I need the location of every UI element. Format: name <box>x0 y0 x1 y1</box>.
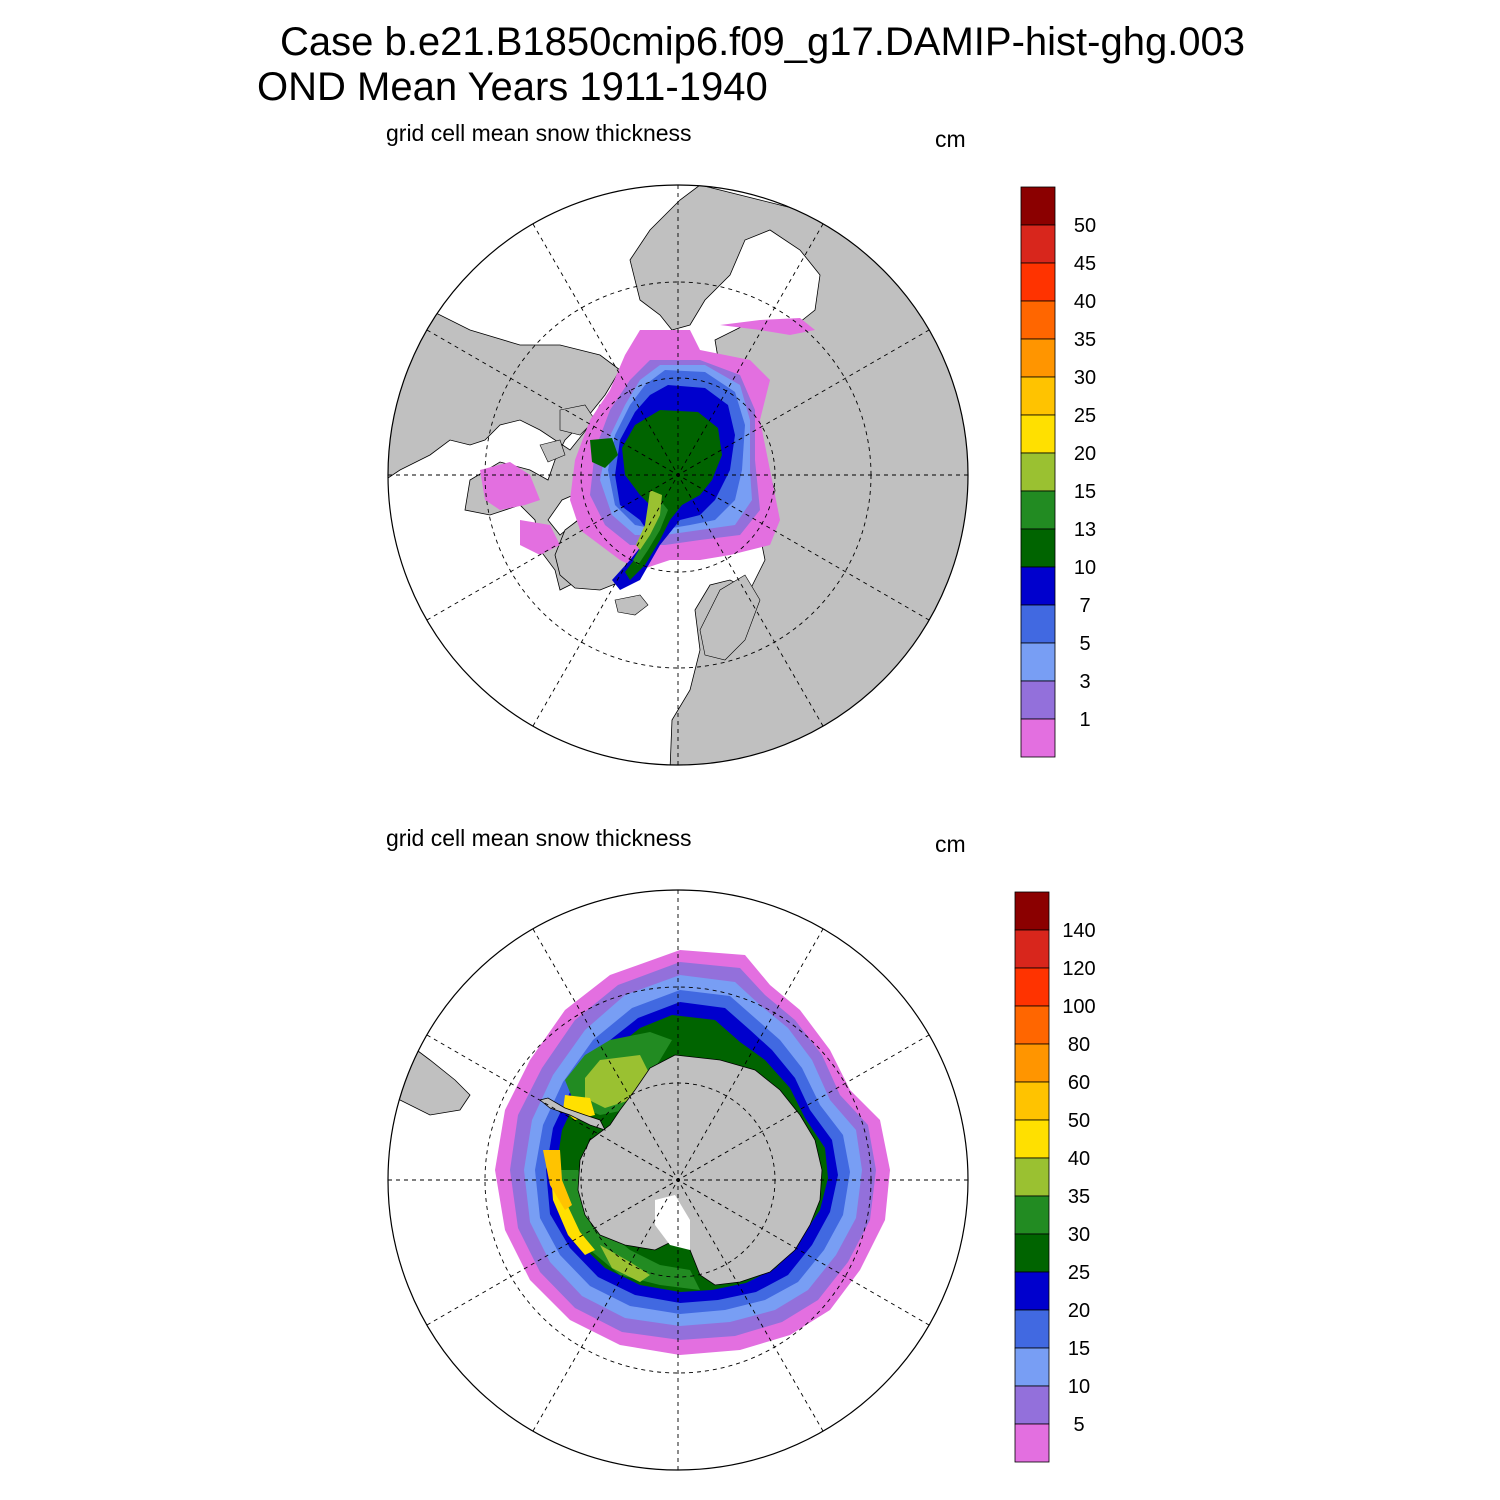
south-snow-yellow <box>550 1095 595 1255</box>
north-colorbar-label: 13 <box>1074 519 1096 541</box>
south-ice-shelf <box>655 1195 690 1250</box>
south-colorbar-box <box>1014 1119 1050 1159</box>
north-colorbar-box <box>1020 376 1056 416</box>
south-colorbar-label: 60 <box>1068 1072 1090 1094</box>
north-colorbar-box <box>1020 528 1056 568</box>
north-colorbar-label: 35 <box>1074 329 1096 351</box>
north-colorbar-box <box>1020 262 1056 302</box>
north-polar-map <box>387 184 969 766</box>
south-colorbar-label: 140 <box>1062 920 1095 942</box>
south-colorbar-label: 10 <box>1068 1376 1090 1398</box>
north-colorbar-box <box>1020 338 1056 378</box>
north-units: cm <box>935 126 966 152</box>
south-colorbar-box <box>1014 1309 1050 1349</box>
north-land-scandinavia <box>699 574 761 661</box>
south-colorbar-label: 80 <box>1068 1034 1090 1056</box>
south-colorbar-box <box>1014 1233 1050 1273</box>
north-colorbar-box <box>1020 414 1056 454</box>
north-snow-yellowgreen <box>636 490 662 550</box>
north-colorbar-label: 25 <box>1074 405 1096 427</box>
north-colorbar-box <box>1020 718 1056 758</box>
north-colorbar-label: 45 <box>1074 253 1096 275</box>
north-colorbar-label: 3 <box>1079 671 1090 693</box>
south-colorbar-box <box>1014 1385 1050 1425</box>
south-colorbar-box <box>1014 891 1050 931</box>
south-colorbar-box <box>1014 1195 1050 1235</box>
north-colorbar-box <box>1020 604 1056 644</box>
north-snow-darkgreen <box>622 410 722 580</box>
figure-title-period: OND Mean Years 1911-1940 <box>257 65 768 109</box>
south-colorbar-label: 25 <box>1068 1262 1090 1284</box>
south-colorbar-label: 100 <box>1062 996 1095 1018</box>
south-colorbar-label: 40 <box>1068 1148 1090 1170</box>
south-colorbar-box <box>1014 1081 1050 1121</box>
north-map-border <box>387 184 969 766</box>
south-graticule <box>388 890 968 1470</box>
south-colorbar-label: 50 <box>1068 1110 1090 1132</box>
north-colorbar-box <box>1020 300 1056 340</box>
north-land-iceland <box>614 594 649 616</box>
north-colorbar-box <box>1020 642 1056 682</box>
north-colorbar-label: 1 <box>1079 709 1090 731</box>
south-colorbar-box <box>1014 1005 1050 1045</box>
north-colorbar-box <box>1020 452 1056 492</box>
north-colorbar-label: 7 <box>1079 595 1090 617</box>
north-subtitle: grid cell mean snow thickness <box>386 120 692 146</box>
south-colorbar: 5 10 15 20 25 30 35 40 50 60 80 100 120 140 <box>1014 891 1096 1463</box>
north-graticule <box>388 185 968 765</box>
south-colorbar-label: 120 <box>1062 958 1095 980</box>
north-colorbar-box <box>1020 680 1056 720</box>
south-colorbar-label: 20 <box>1068 1300 1090 1322</box>
south-colorbar-box <box>1014 1347 1050 1387</box>
south-colorbar-label: 15 <box>1068 1338 1090 1360</box>
south-colorbar-box <box>1014 1043 1050 1083</box>
north-colorbar-label: 5 <box>1079 633 1090 655</box>
north-colorbar-label: 20 <box>1074 443 1096 465</box>
north-colorbar-label: 50 <box>1074 215 1096 237</box>
south-colorbar-label: 35 <box>1068 1186 1090 1208</box>
north-colorbar-label: 40 <box>1074 291 1096 313</box>
south-colorbar-label: 30 <box>1068 1224 1090 1246</box>
south-colorbar-label: 5 <box>1073 1414 1084 1436</box>
south-colorbar-box <box>1014 1423 1050 1463</box>
south-colorbar-box <box>1014 1271 1050 1311</box>
north-colorbar-label: 15 <box>1074 481 1096 503</box>
south-colorbar-box <box>1014 1157 1050 1197</box>
south-colorbar-box <box>1014 929 1050 969</box>
figure-title-case: Case b.e21.B1850cmip6.f09_g17.DAMIP-hist… <box>280 20 1246 64</box>
north-colorbar-box <box>1020 186 1056 226</box>
north-colorbar-box <box>1020 566 1056 606</box>
south-polar-map <box>387 889 969 1471</box>
south-colorbar-box <box>1014 967 1050 1007</box>
north-colorbar-label: 30 <box>1074 367 1096 389</box>
north-snow-archipelago-green <box>590 438 618 468</box>
south-units: cm <box>935 831 966 857</box>
north-colorbar-box <box>1020 490 1056 530</box>
north-colorbar-label: 10 <box>1074 557 1096 579</box>
south-land-peninsula <box>539 1097 606 1131</box>
north-colorbar-box <box>1020 224 1056 264</box>
south-subtitle: grid cell mean snow thickness <box>386 825 692 851</box>
south-map-border <box>387 889 969 1471</box>
